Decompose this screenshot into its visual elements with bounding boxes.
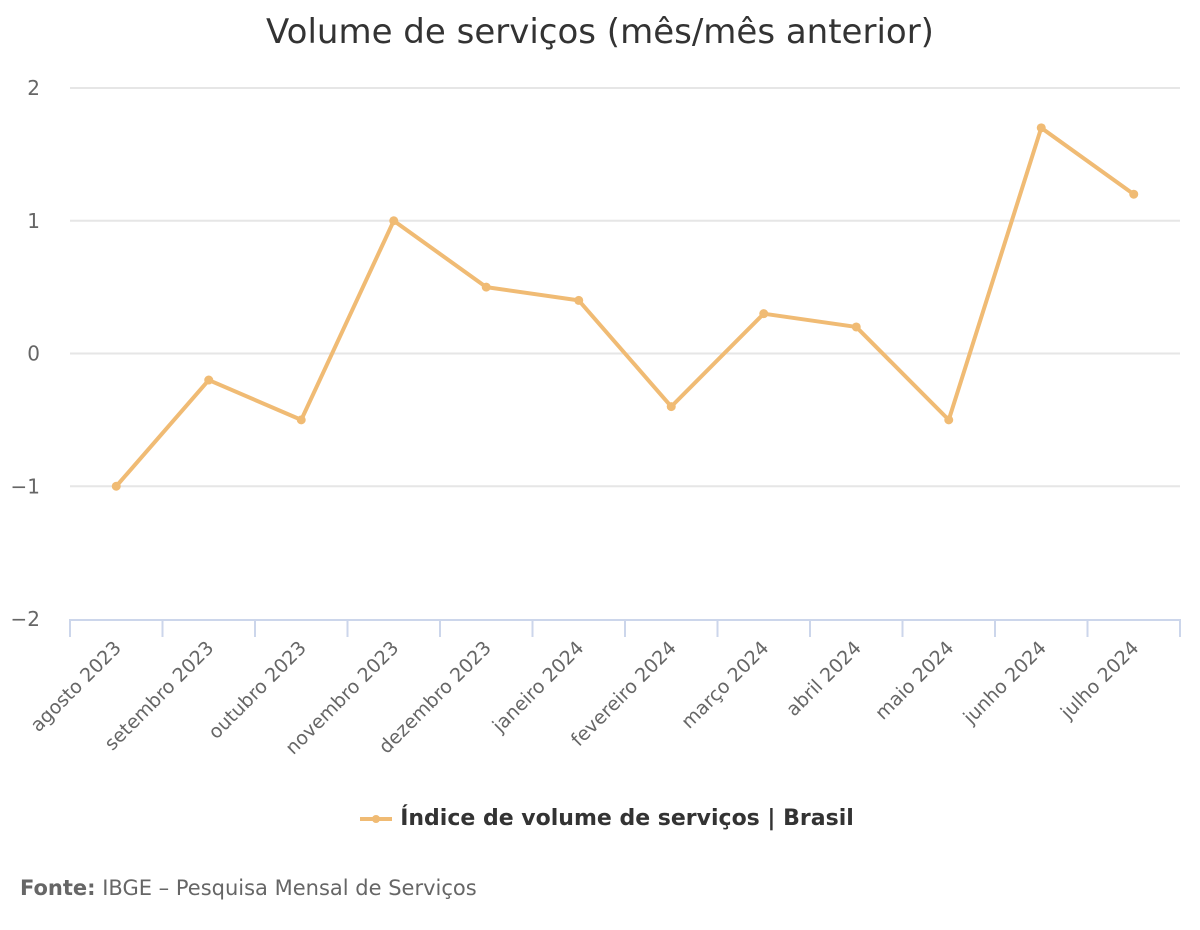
data-point[interactable] (851, 322, 861, 332)
source-prefix: Fonte: (20, 876, 96, 900)
data-point[interactable] (574, 295, 584, 305)
y-tick-label: 2 (27, 76, 40, 100)
x-tick-label: julho 2024 (1056, 637, 1143, 724)
data-point[interactable] (1129, 189, 1139, 199)
legend-label: Índice de volume de serviços | Brasil (400, 806, 854, 831)
y-tick-label: 1 (27, 209, 40, 233)
data-series[interactable] (111, 123, 1139, 491)
gridlines (70, 87, 1180, 488)
data-point[interactable] (759, 309, 769, 319)
x-tick-label: abril 2024 (782, 637, 866, 721)
x-tick-label: junho 2024 (959, 637, 1051, 729)
data-point[interactable] (944, 415, 954, 425)
data-point[interactable] (204, 375, 214, 385)
x-tick-label: março 2024 (677, 637, 773, 733)
source-text: IBGE – Pesquisa Mensal de Serviços (95, 876, 477, 900)
x-tick-label: maio 2024 (871, 637, 958, 724)
data-point[interactable] (1036, 123, 1046, 133)
legend-item[interactable]: Índice de volume de serviços | Brasil (0, 806, 1200, 831)
y-axis-labels: 2 1 0 −1 −2 (11, 76, 40, 631)
data-point[interactable] (111, 481, 121, 491)
source-note: Fonte: IBGE – Pesquisa Mensal de Serviço… (20, 876, 477, 900)
x-axis (69, 619, 1181, 637)
data-point[interactable] (481, 282, 491, 292)
y-tick-label: −1 (11, 474, 40, 498)
legend-line-marker-icon (360, 811, 393, 827)
data-point[interactable] (296, 415, 306, 425)
chart-title: Volume de serviços (mês/mês anterior) (266, 12, 934, 52)
data-point[interactable] (666, 402, 676, 412)
x-tick-label: janeiro 2024 (488, 637, 589, 738)
x-tick-label: outubro 2023 (204, 637, 311, 744)
x-tick-label: agosto 2023 (26, 637, 125, 736)
series-line[interactable] (114, 125, 1136, 489)
data-point[interactable] (389, 216, 399, 226)
y-tick-label: 0 (27, 342, 40, 366)
y-tick-label: −2 (11, 607, 40, 631)
